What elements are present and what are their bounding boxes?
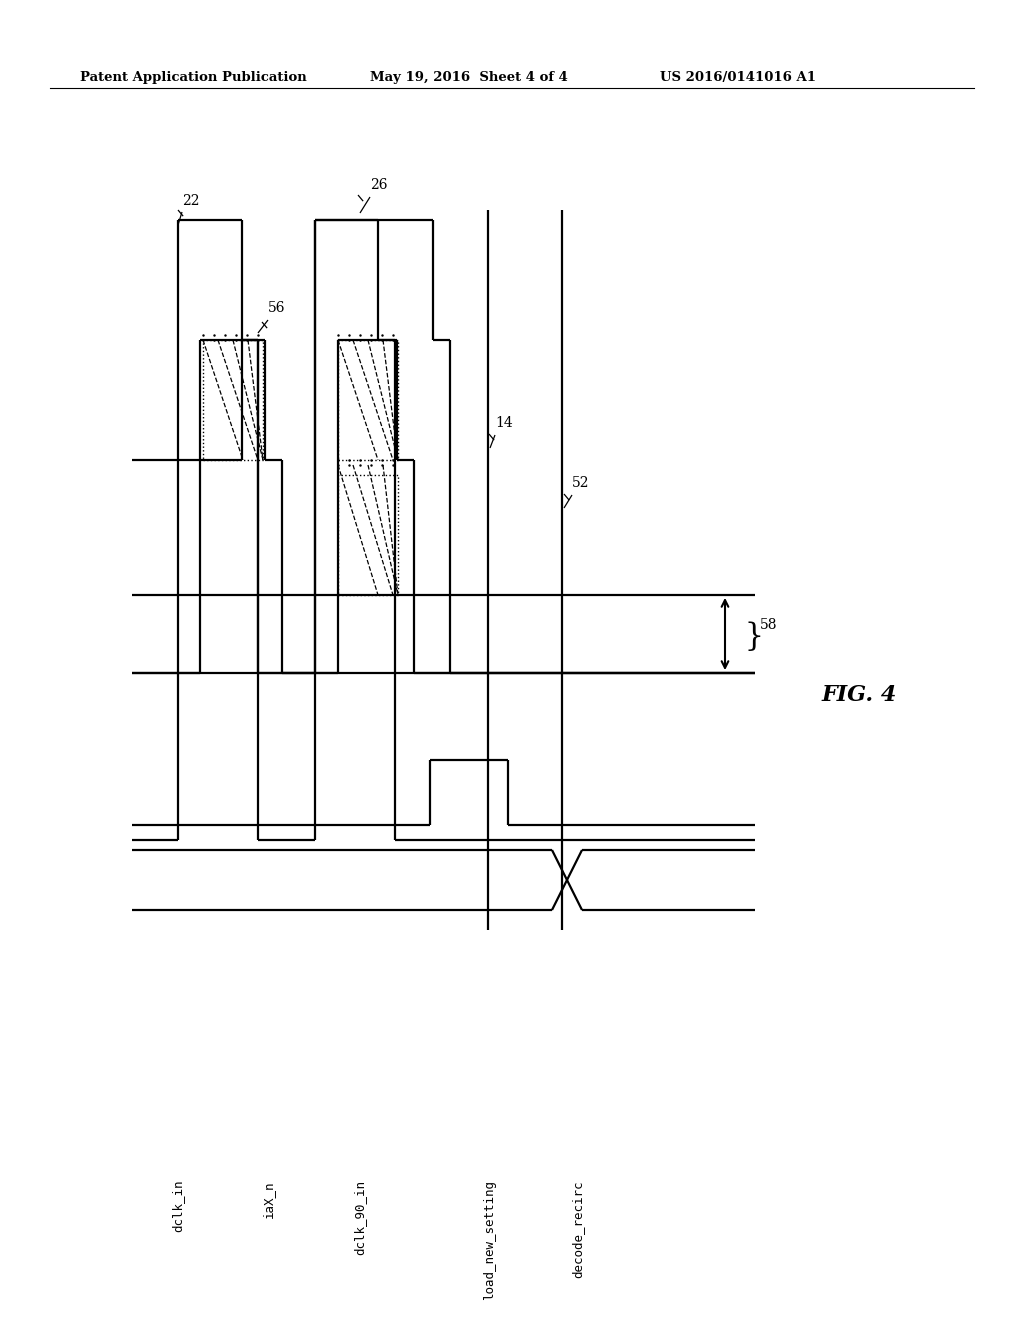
Text: dclk_90_in: dclk_90_in (353, 1180, 367, 1255)
Text: FIG. 4: FIG. 4 (822, 684, 897, 706)
Bar (203, 341, 263, 459)
Text: load_new_setting: load_new_setting (483, 1180, 497, 1300)
Text: 14: 14 (495, 416, 513, 430)
Text: dclk_in: dclk_in (171, 1180, 184, 1233)
Text: May 19, 2016  Sheet 4 of 4: May 19, 2016 Sheet 4 of 4 (370, 71, 568, 84)
Text: US 2016/0141016 A1: US 2016/0141016 A1 (660, 71, 816, 84)
Text: 52: 52 (572, 477, 590, 490)
Text: 26: 26 (370, 178, 387, 191)
Text: 56: 56 (268, 301, 286, 315)
Text: 22: 22 (182, 194, 200, 209)
Text: 58: 58 (760, 618, 777, 632)
Bar (338, 475, 398, 595)
Text: Patent Application Publication: Patent Application Publication (80, 71, 307, 84)
Text: decode_recirc: decode_recirc (571, 1180, 585, 1278)
Bar (338, 341, 398, 459)
Text: iaX_n: iaX_n (261, 1180, 274, 1217)
Text: {: { (738, 619, 758, 649)
